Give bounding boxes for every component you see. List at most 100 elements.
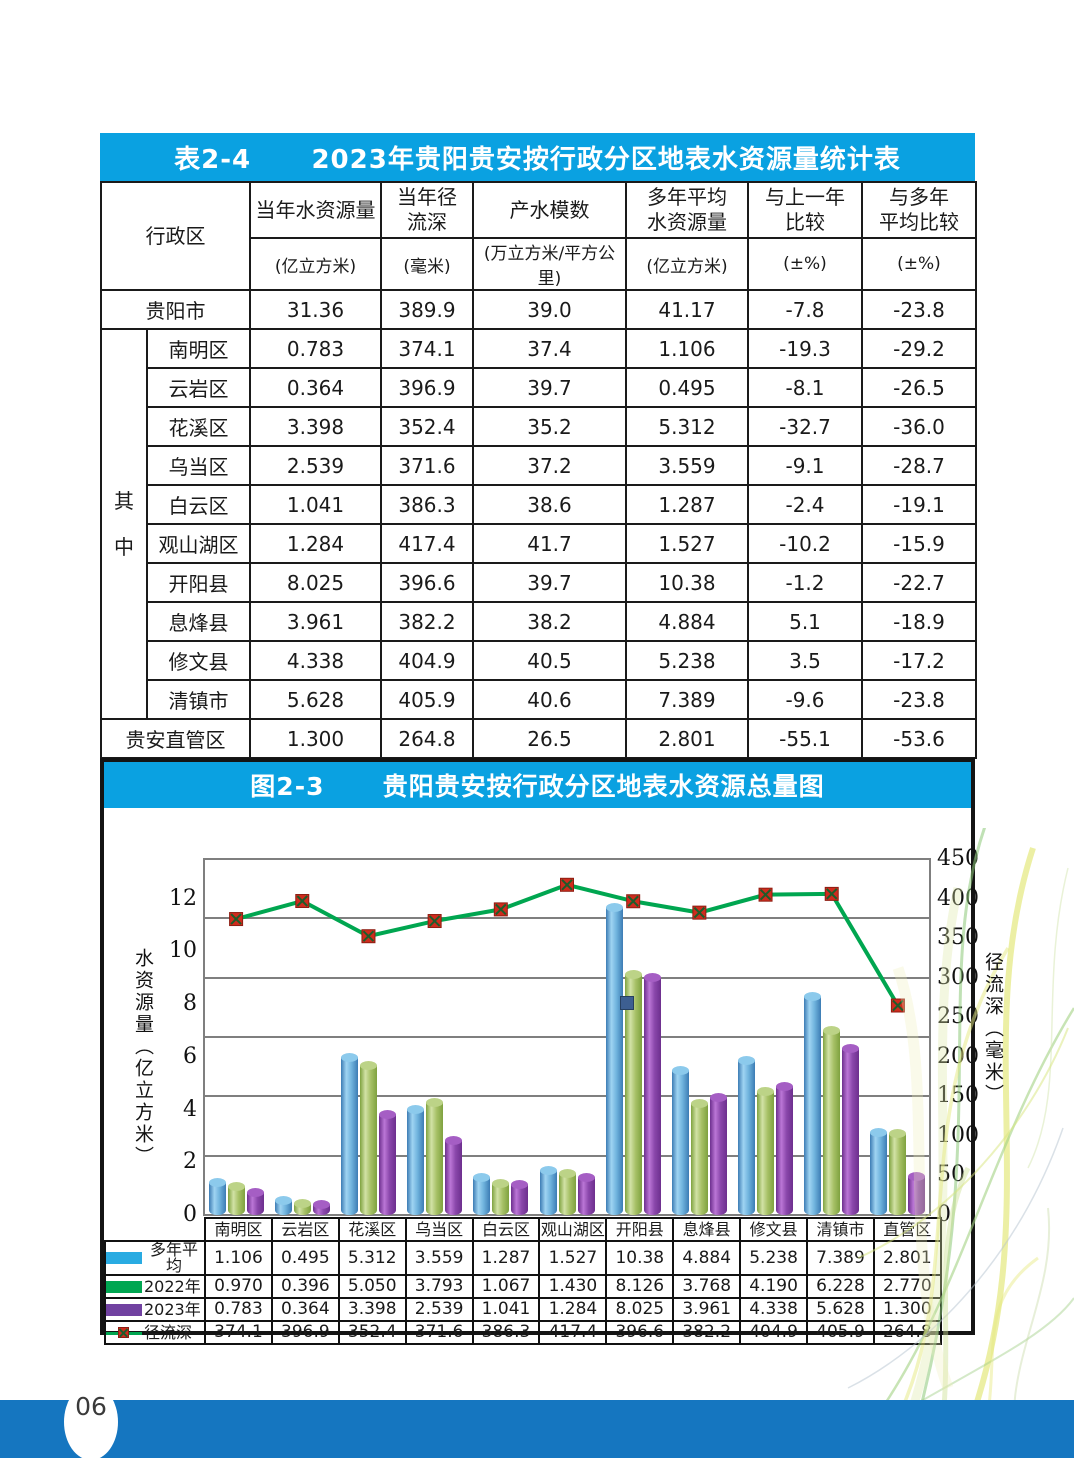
column-unit: (亿立方米) (249, 237, 382, 291)
legend-value: 3.961 (672, 1297, 742, 1322)
value-cell: 40.5 (472, 640, 627, 681)
value-cell: 3.398 (249, 406, 382, 447)
column-header-region: 行政区 (100, 181, 251, 291)
bar-2022年 (227, 1182, 245, 1215)
line-marker (758, 887, 773, 902)
value-cell: -2.4 (747, 484, 863, 525)
bar-2023年 (511, 1180, 529, 1215)
bar-2022年 (558, 1168, 576, 1215)
category-label: 花溪区 (337, 1217, 407, 1242)
column-header-line: 当年水资源量 (255, 197, 376, 222)
value-cell: 1.106 (625, 328, 749, 369)
bar-top-ellipse (208, 1178, 226, 1188)
bar-top-ellipse (558, 1168, 576, 1178)
water-resources-table-section: 表2-4 2023年贵阳贵安按行政分区地表水资源量统计表 行政区 当年水资源量 当年… (100, 133, 977, 759)
bar-top-ellipse (539, 1165, 557, 1175)
column-header-line: 平均比较 (879, 210, 959, 234)
column-unit: (亿立方米) (625, 237, 749, 291)
bar-top-ellipse (511, 1180, 529, 1190)
bar-2023年 (776, 1082, 794, 1215)
legend-value: 3.398 (337, 1297, 407, 1322)
left-axis-tick: 2 (183, 1149, 197, 1175)
legend-value: 0.783 (204, 1297, 273, 1322)
region-name-cell: 修文县 (146, 640, 251, 681)
column-unit: (毫米) (380, 237, 474, 291)
legend-value: 7.389 (806, 1240, 875, 1276)
bar-top-ellipse (605, 903, 623, 913)
legend-series-name: 2022年 (144, 1276, 201, 1296)
category-label: 息烽县 (672, 1217, 742, 1242)
column-unit: (±%) (861, 237, 977, 291)
legend-value: 3.559 (404, 1240, 474, 1276)
bar-top-ellipse (690, 1099, 708, 1109)
column-header: 当年径 流深 (380, 181, 474, 239)
group-label-cell: 其中 (100, 328, 148, 720)
bar-2022年 (690, 1099, 708, 1215)
value-cell: 41.17 (625, 289, 749, 330)
column-header-line: 水资源量 (647, 210, 727, 234)
legend-value: 4.884 (672, 1240, 742, 1276)
legend-value: 1.300 (872, 1297, 942, 1322)
value-cell: 5.312 (625, 406, 749, 447)
legend-value: 371.6 (404, 1320, 474, 1345)
value-cell: 1.527 (625, 523, 749, 564)
column-header-line: 多年平均 (647, 185, 727, 209)
runoff-depth-line-layer (229, 877, 905, 1013)
column-header-line: 产水模数 (509, 197, 590, 222)
value-cell: 1.300 (249, 718, 382, 759)
legend-value: 0.970 (204, 1274, 273, 1299)
value-cell: -17.2 (861, 640, 977, 681)
right-axis-tick: 350 (937, 925, 979, 951)
legend-value: 374.1 (204, 1320, 273, 1345)
value-cell: 382.2 (380, 601, 474, 642)
line-marker (427, 914, 442, 929)
value-cell: -55.1 (747, 718, 863, 759)
region-name-cell: 花溪区 (146, 406, 251, 447)
category-row: 南明区 云岩区 花溪区 乌当区 白云区 观山湖区 开阳县 息烽县 修文县 清镇市 直管区 (105, 1217, 942, 1242)
legend-value: 264.8 (872, 1320, 942, 1345)
legend-value: 3.793 (404, 1274, 474, 1299)
legend-value: 1.041 (471, 1297, 541, 1322)
bar-2022年 (492, 1179, 510, 1215)
legend-value: 8.126 (605, 1274, 675, 1299)
region-name-cell: 开阳县 (146, 562, 251, 603)
bar-top-ellipse (312, 1200, 330, 1210)
column-header: 当年水资源量 (249, 181, 382, 239)
value-cell: 3.559 (625, 445, 749, 486)
legend-value: 404.9 (739, 1320, 809, 1345)
line-marker (824, 886, 839, 901)
line-marker (626, 894, 641, 909)
value-cell: 3.5 (747, 640, 863, 681)
table-row: 乌当区 2.539 371.6 37.2 3.559 -9.1 -28.7 (101, 445, 977, 486)
value-cell: 40.6 (472, 679, 627, 720)
legend-value: 417.4 (538, 1320, 608, 1345)
bar-多年平均 (605, 903, 623, 1215)
legend-row: 2023年 0.783 0.364 3.398 2.539 1.041 1.284 8.025… (104, 1297, 942, 1322)
value-cell: 264.8 (380, 718, 474, 759)
bar-2023年 (246, 1187, 264, 1215)
value-cell: -29.2 (861, 328, 977, 369)
region-name-cell: 乌当区 (146, 445, 251, 486)
value-cell: 0.495 (625, 367, 749, 408)
page-number: 06 (75, 1392, 107, 1421)
column-header-line: 与多年 (889, 185, 949, 209)
value-cell: 5.238 (625, 640, 749, 681)
bar-2022年 (823, 1026, 841, 1215)
legend-value: 5.628 (806, 1297, 875, 1322)
runoff-depth-line (235, 882, 900, 1007)
legend-swatch (107, 1280, 142, 1293)
legend-value: 2.770 (872, 1274, 942, 1299)
legend-series-name: 多年平均 (149, 1241, 198, 1275)
table-row: 开阳县 8.025 396.6 39.7 10.38 -1.2 -22.7 (101, 562, 977, 603)
bar-2022年 (426, 1098, 444, 1215)
legend-value: 4.338 (739, 1297, 809, 1322)
bar-top-ellipse (577, 1172, 595, 1182)
gridline (203, 1214, 931, 1216)
gridline (203, 858, 931, 860)
legend-value: 1.106 (204, 1240, 273, 1276)
legend-value: 1.527 (538, 1240, 608, 1276)
bar-2022年 (359, 1061, 377, 1215)
value-cell: 38.2 (472, 601, 627, 642)
table-unit-row: (亿立方米) (毫米) (万立方米/平方公里) (亿立方米) (±%) (±%) (101, 237, 977, 291)
bar-多年平均 (804, 991, 822, 1215)
